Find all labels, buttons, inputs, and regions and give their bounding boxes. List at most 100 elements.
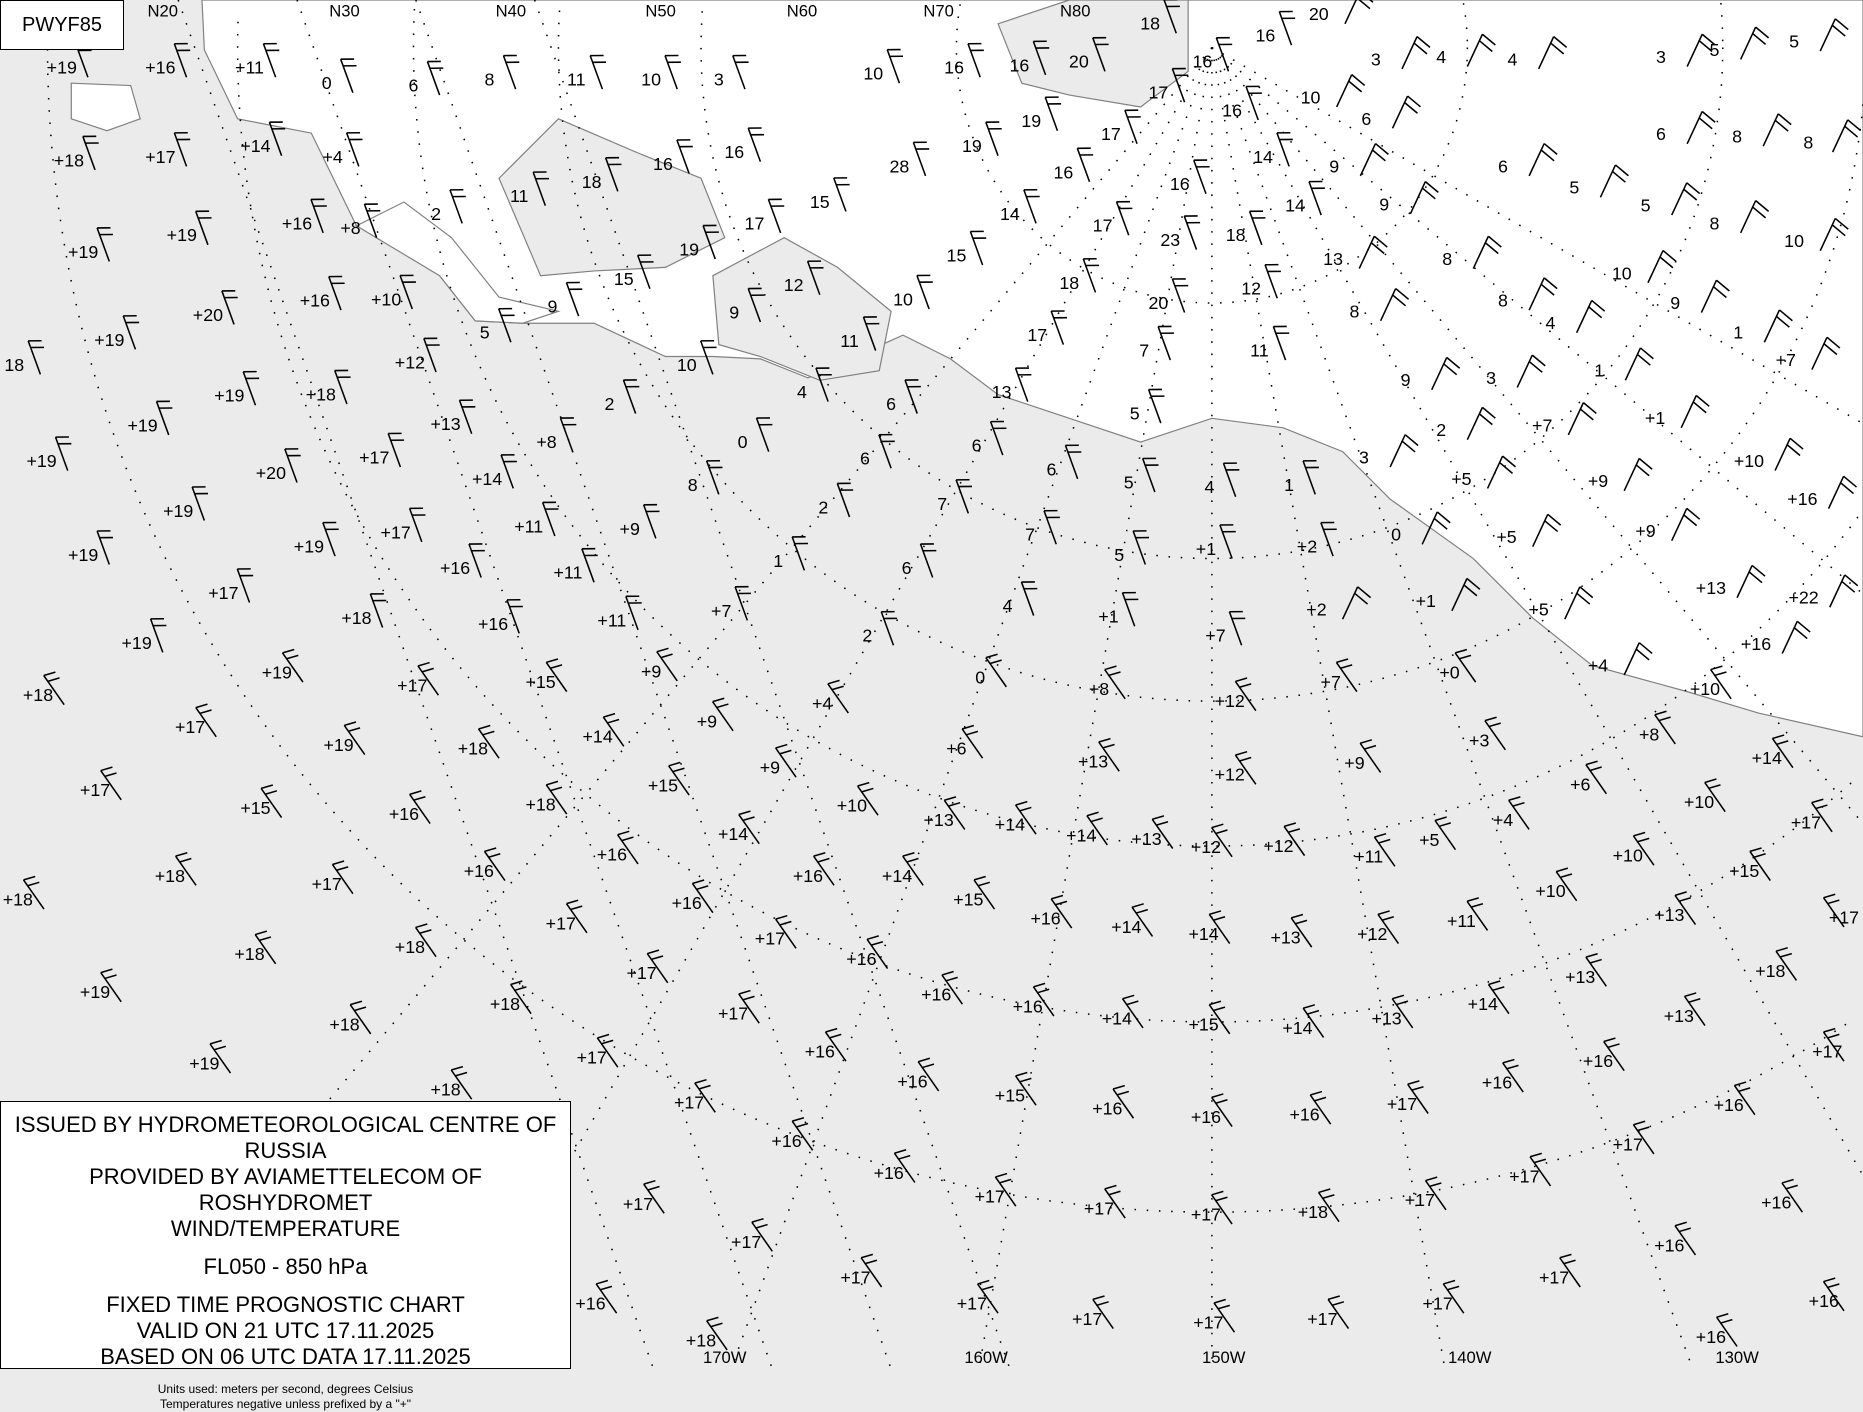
temperature-label: +18 (458, 739, 488, 759)
temperature-label: 14 (1285, 196, 1305, 216)
temperature-label: +7 (711, 601, 731, 621)
temperature-label: +18 (234, 944, 264, 964)
temperature-label: 5 (1130, 403, 1140, 423)
temperature-label: +9 (1588, 471, 1608, 491)
temperature-label: +18 (430, 1080, 460, 1100)
temperature-label: +12 (1263, 836, 1293, 856)
temperature-label: +17 (1812, 1042, 1842, 1062)
temperature-label: +15 (525, 672, 555, 692)
temperature-label: +16 (805, 1042, 835, 1062)
temperature-label: 19 (1021, 111, 1041, 131)
temperature-label: +17 (1509, 1166, 1539, 1186)
temperature-label: +14 (1188, 924, 1218, 944)
temperature-label: 18 (582, 172, 602, 192)
temperature-label: +16 (1654, 1235, 1684, 1255)
temperature-label: 17 (1027, 325, 1047, 345)
temperature-label: +10 (371, 289, 401, 309)
temperature-label: +18 (1298, 1202, 1328, 1222)
temperature-label: +17 (546, 913, 576, 933)
temperature-label: 8 (1710, 213, 1720, 233)
temperature-label: 4 (1205, 477, 1215, 497)
longitude-label: 160W (964, 1348, 1008, 1367)
temperature-label: +8 (1089, 679, 1109, 699)
temperature-label: 6 (1498, 156, 1508, 176)
temperature-label: 13 (1323, 249, 1343, 269)
temperature-label: 10 (863, 64, 883, 84)
temperature-label: 23 (1160, 230, 1180, 250)
temperature-label: 17 (745, 213, 765, 233)
temperature-label: +16 (1809, 1291, 1839, 1311)
temperature-label: +19 (94, 330, 124, 350)
temperature-label: +9 (641, 661, 661, 681)
legend-units: Units used: meters per second, degrees C… (1, 1382, 570, 1397)
temperature-label: 6 (860, 449, 870, 469)
temperature-label: +17 (1405, 1190, 1435, 1210)
temperature-label: 20 (1149, 293, 1169, 313)
temperature-label: +15 (995, 1086, 1025, 1106)
temperature-label: +17 (1072, 1309, 1102, 1329)
temperature-label: +19 (163, 501, 193, 521)
temperature-label: +19 (127, 415, 157, 435)
temperature-label: 20 (1069, 52, 1089, 72)
temperature-label: 10 (893, 289, 913, 309)
temperature-label: 11 (510, 186, 529, 206)
temperature-label: 16 (1192, 52, 1212, 72)
temperature-label: 19 (679, 239, 699, 259)
temperature-label: +16 (1482, 1073, 1512, 1093)
temperature-label: +14 (240, 136, 270, 156)
temperature-label: +11 (235, 58, 264, 78)
temperature-label: 8 (688, 475, 698, 495)
temperature-label: 10 (677, 355, 697, 375)
temperature-label: +19 (26, 451, 56, 471)
temperature-label: +2 (1297, 537, 1317, 557)
temperature-label: +16 (597, 844, 627, 864)
temperature-label: 4 (1546, 313, 1556, 333)
temperature-label: 16 (1222, 100, 1242, 120)
temperature-label: 20 (1309, 4, 1329, 24)
temperature-label: 18 (1059, 273, 1079, 293)
temperature-label: +10 (1684, 792, 1714, 812)
temperature-label: +4 (812, 693, 832, 713)
temperature-label: +1 (1098, 607, 1118, 627)
temperature-label: +16 (440, 558, 470, 578)
temperature-label: +14 (718, 824, 748, 844)
temperature-label: 14 (1000, 204, 1020, 224)
temperature-label: 3 (1486, 368, 1496, 388)
temperature-label: +18 (3, 890, 33, 910)
temperature-label: 16 (1010, 55, 1030, 75)
temperature-label: +13 (1696, 578, 1726, 598)
temperature-label: +17 (1387, 1094, 1417, 1114)
temperature-label: +16 (145, 58, 175, 78)
temperature-label: +17 (731, 1232, 761, 1252)
temperature-label: 2 (605, 394, 615, 414)
temperature-label: 1 (1284, 475, 1294, 495)
temperature-label: +12 (1191, 837, 1221, 857)
temperature-label: +16 (478, 614, 508, 634)
temperature-label: +14 (1066, 825, 1096, 845)
temperature-label: +14 (1752, 748, 1782, 768)
temperature-label: +19 (214, 386, 244, 406)
temperature-label: +17 (1193, 1313, 1223, 1333)
temperature-label: 3 (714, 70, 724, 90)
temperature-label: +17 (1539, 1267, 1569, 1287)
temperature-label: +9 (1635, 521, 1655, 541)
legend-provider: PROVIDED BY AVIAMETTELECOM OF ROSHYDROME… (1, 1164, 570, 1216)
temperature-label: 15 (614, 269, 634, 289)
temperature-label: +17 (381, 522, 411, 542)
temperature-label: +12 (1357, 924, 1387, 944)
temperature-label: +19 (122, 633, 152, 653)
temperature-label: +5 (1419, 830, 1439, 850)
latitude-label: N70 (923, 2, 953, 21)
temperature-label: 16 (1255, 26, 1275, 46)
temperature-label: 16 (1170, 174, 1190, 194)
temperature-label: +13 (1565, 967, 1595, 987)
temperature-label: +13 (430, 414, 460, 434)
temperature-label: 7 (1025, 525, 1035, 545)
temperature-label: +16 (1787, 489, 1817, 509)
temperature-label: +1 (1645, 408, 1665, 428)
temperature-label: 8 (485, 70, 495, 90)
temperature-label: +6 (946, 739, 966, 759)
temperature-label: 17 (1149, 83, 1169, 103)
longitude-label: 130W (1715, 1348, 1759, 1367)
temperature-label: +18 (155, 866, 185, 886)
